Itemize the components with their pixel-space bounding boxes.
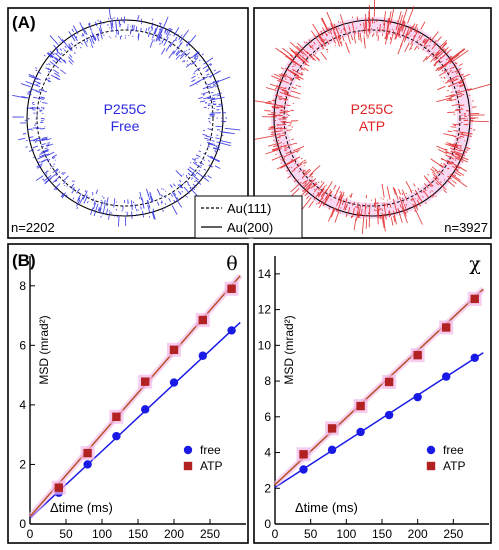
ring-legend-box — [194, 195, 303, 239]
data-point-free — [198, 351, 207, 360]
legend-marker-free — [426, 445, 436, 455]
legend-marker-atp — [426, 461, 436, 471]
legend-label-free: free — [443, 443, 464, 457]
y-tick-label: 14 — [258, 267, 272, 281]
data-point-free — [227, 326, 236, 335]
ring-plot-atp — [254, 0, 491, 235]
data-point-free — [327, 445, 337, 455]
ring-scatter-marks — [254, 0, 491, 235]
x-tick-label: 0 — [27, 527, 34, 541]
data-point-atp — [384, 377, 394, 387]
ring-plot-free — [12, 8, 241, 227]
data-point-free — [413, 392, 422, 402]
data-point-free — [83, 460, 92, 469]
x-axis-label: Δtime (ms) — [295, 500, 358, 515]
data-point-free — [384, 410, 394, 420]
x-tick-label: 50 — [304, 527, 318, 541]
y-tick-label: 6 — [264, 410, 271, 424]
data-point-atp — [112, 412, 121, 421]
x-tick-label: 200 — [408, 527, 428, 541]
legend-label-atp: ATP — [443, 459, 465, 473]
y-tick-label: 12 — [258, 303, 272, 317]
y-tick-label: 6 — [19, 338, 26, 352]
ring-title-free-line1: P255C — [104, 101, 147, 117]
data-point-free — [356, 427, 365, 437]
data-point-atp — [54, 483, 63, 492]
y-tick-label: 8 — [19, 279, 26, 293]
data-point-free — [442, 372, 451, 381]
x-tick-label: 0 — [272, 527, 279, 541]
legend-marker-atp — [183, 461, 193, 471]
data-point-atp — [169, 345, 179, 354]
chart-theta: 0 50 100 150 200 250 0 2 4 6 8 MSD (mrad²) Δtime (ms… — [19, 253, 246, 541]
legend-label-free: free — [200, 443, 221, 457]
data-point-atp — [327, 424, 337, 433]
data-point-atp — [356, 401, 365, 411]
data-point-atp — [299, 450, 308, 459]
x-axis-label: Δtime (ms) — [50, 500, 113, 515]
panel-symbol: θ — [226, 253, 237, 275]
y-tick-label: 0 — [19, 517, 26, 531]
data-point-free — [112, 431, 121, 441]
data-point-atp — [227, 284, 236, 293]
data-point-atp — [413, 350, 422, 360]
data-point-atp — [83, 448, 92, 458]
count-atp: n=3927 — [444, 220, 488, 235]
x-tick-label: 250 — [443, 527, 463, 541]
x-tick-label: 250 — [200, 527, 220, 541]
y-tick-label: 2 — [19, 457, 26, 471]
y-tick-label: 4 — [264, 446, 271, 460]
data-point-atp — [442, 323, 451, 332]
legend-marker-free — [183, 445, 193, 455]
x-tick-label: 100 — [336, 527, 356, 541]
legend-label-au111: Au(111) — [227, 201, 271, 216]
data-point-atp — [141, 377, 150, 386]
y-tick-label: 2 — [264, 481, 271, 495]
x-tick-label: 100 — [92, 527, 112, 541]
data-point-atp — [198, 315, 207, 325]
y-tick-label: 10 — [258, 338, 272, 352]
data-point-free — [141, 405, 150, 414]
y-tick-label: 8 — [264, 374, 271, 388]
chart-chi: 0 50 100 150 200 250 0 2 4 6 8 10 12 14 MSD (mrad²) Δti… — [258, 253, 489, 541]
ring-glow — [271, 17, 473, 219]
y-tick-label: 0 — [264, 517, 271, 531]
ring-legend: Au(111) Au(200) — [194, 195, 303, 239]
y-axis-label: MSD (mrad²) — [282, 315, 296, 384]
panel-b-label: (B) — [12, 251, 36, 270]
ring-title-atp-line2: ATP — [359, 118, 385, 134]
data-point-free — [169, 378, 179, 387]
panel-symbol: χ — [469, 253, 481, 275]
x-tick-label: 50 — [59, 527, 73, 541]
legend-label-atp: ATP — [200, 459, 222, 473]
ring-title-free-line2: Free — [111, 118, 140, 134]
data-point-free — [470, 353, 479, 363]
ring-au111 — [283, 29, 461, 207]
y-axis-label: MSD (mrad²) — [37, 315, 51, 384]
x-tick-label: 150 — [372, 527, 392, 541]
legend-label-au200: Au(200) — [227, 220, 273, 235]
y-tick-label: 4 — [19, 398, 26, 412]
data-point-free — [299, 465, 308, 474]
x-tick-label: 150 — [128, 527, 148, 541]
ring-au111 — [36, 29, 214, 207]
panel-a-label: (A) — [12, 13, 36, 32]
x-tick-label: 200 — [164, 527, 184, 541]
ring-scatter-marks — [12, 8, 241, 227]
ring-title-atp-line1: P255C — [351, 101, 394, 117]
data-point-atp — [470, 294, 479, 304]
count-free: n=2202 — [11, 220, 55, 235]
